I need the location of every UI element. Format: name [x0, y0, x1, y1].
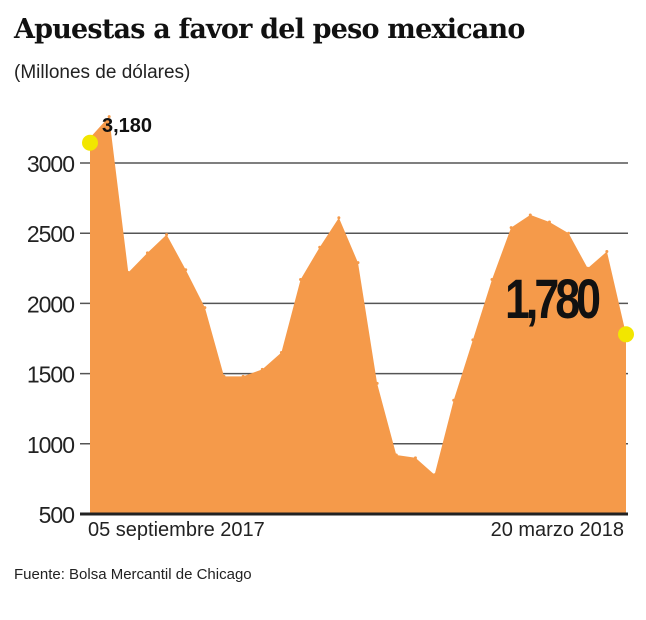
highlight-dot-end: [618, 326, 634, 343]
y-tick-label: 1000: [27, 432, 74, 458]
chart-title: Apuestas a favor del peso mexicano: [14, 14, 525, 45]
data-point: [375, 381, 379, 385]
highlight-dot-start: [82, 134, 98, 151]
data-point: [471, 338, 475, 342]
area-chart: 500 1000 1500 2000 2500 3000 3,180 1,780 05 sept…: [27, 115, 634, 541]
data-point: [203, 306, 207, 310]
data-point: [337, 216, 341, 220]
data-point: [356, 261, 360, 265]
data-point: [413, 456, 417, 460]
y-tick-label: 3000: [27, 151, 74, 177]
data-point: [528, 213, 532, 217]
data-point: [260, 367, 264, 371]
annotation-start: 3,180: [102, 115, 152, 137]
data-point: [586, 266, 590, 270]
data-point: [509, 226, 513, 230]
data-point: [126, 271, 130, 275]
data-point: [299, 278, 303, 282]
data-point: [165, 233, 169, 237]
data-point: [107, 115, 111, 119]
data-point: [452, 398, 456, 402]
source-note: Fuente: Bolsa Mercantil de Chicago: [14, 566, 252, 583]
data-point: [433, 473, 437, 477]
data-point: [222, 374, 226, 378]
data-point: [605, 249, 609, 253]
annotation-end: 1,780: [505, 267, 600, 330]
data-point: [394, 453, 398, 457]
data-point: [145, 251, 149, 255]
y-tick-label: 2000: [27, 291, 74, 317]
x-tick-label-end: 20 marzo 2018: [491, 519, 624, 541]
x-tick-label-start: 05 septiembre 2017: [88, 519, 265, 541]
data-point: [547, 220, 551, 224]
area-series: [90, 116, 626, 514]
chart-subtitle: (Millones de dólares): [14, 62, 191, 83]
data-point: [279, 351, 283, 355]
data-point: [567, 231, 571, 235]
data-point: [490, 278, 494, 282]
y-tick-label: 2500: [27, 221, 74, 247]
data-point: [184, 268, 188, 272]
data-point: [318, 245, 322, 249]
data-point: [241, 374, 245, 378]
y-tick-label: 500: [39, 502, 75, 528]
y-tick-label: 1500: [27, 362, 74, 388]
